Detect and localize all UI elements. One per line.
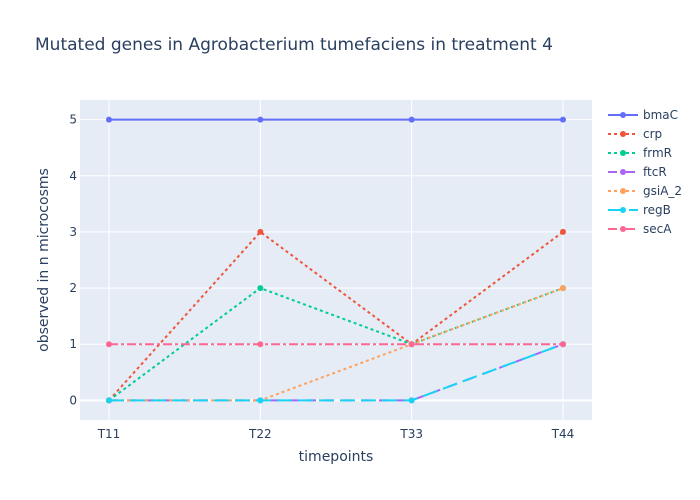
x-tick-label: T11: [97, 427, 121, 441]
y-tick-label: 2: [69, 281, 77, 295]
series-bmac: [106, 116, 566, 123]
x-axis-title: timepoints: [299, 449, 374, 465]
y-tick-label: 4: [69, 169, 77, 183]
series-lines: [106, 116, 566, 404]
y-axis-ticks: 0 1 2 3 4 5: [69, 113, 77, 408]
y-tick-label: 3: [69, 225, 77, 239]
x-tick-label: T33: [399, 427, 423, 441]
data-point-crp: [560, 228, 566, 235]
legend-item-ftcr[interactable]: ftcR: [608, 165, 667, 179]
legend-label: bmaC: [643, 108, 678, 122]
legend-marker: [620, 131, 626, 137]
data-point-bmac: [106, 116, 112, 123]
data-point-regb: [408, 397, 415, 404]
chart-title: Mutated genes in Agrobacterium tumefacie…: [35, 35, 553, 55]
series-line-crp: [108, 230, 564, 402]
legend-item-bmac[interactable]: bmaC: [608, 108, 678, 122]
legend-item-gsia-2[interactable]: gsiA_2: [608, 184, 682, 198]
legend-marker: [620, 169, 626, 175]
x-tick-label: T44: [551, 427, 575, 441]
data-point-frmr: [257, 285, 264, 292]
y-tick-label: 1: [69, 337, 77, 351]
legend-label: crp: [643, 127, 662, 141]
series-seca: [106, 341, 566, 348]
legend-label: frmR: [643, 146, 672, 160]
data-point-bmac: [408, 116, 415, 123]
data-point-seca: [408, 341, 415, 348]
x-axis-ticks: T11 T22 T33 T44: [97, 427, 575, 441]
legend-marker: [620, 188, 626, 194]
data-point-regb: [257, 397, 264, 404]
legend-label: regB: [643, 203, 671, 217]
data-point-seca: [106, 341, 112, 348]
plot-area: [80, 100, 592, 420]
legend-item-regb[interactable]: regB: [608, 203, 671, 217]
legend-marker: [620, 150, 626, 156]
data-point-seca: [560, 341, 566, 348]
data-point-seca: [257, 341, 264, 348]
legend-item-frmr[interactable]: frmR: [608, 146, 672, 160]
y-tick-label: 5: [69, 113, 77, 127]
data-point-crp: [257, 228, 264, 235]
legend-marker: [620, 207, 626, 213]
data-point-regb: [106, 397, 112, 404]
data-point-gsia-2: [560, 285, 566, 292]
y-axis-title: observed in n microcosms: [36, 168, 52, 352]
legend-label: gsiA_2: [643, 184, 682, 198]
data-point-bmac: [560, 116, 566, 123]
legend-marker: [620, 112, 626, 118]
legend-label: secA: [643, 222, 672, 236]
legend-item-crp[interactable]: crp: [608, 127, 662, 141]
y-tick-label: 0: [69, 393, 77, 407]
x-tick-label: T22: [248, 427, 272, 441]
legend-label: ftcR: [643, 165, 667, 179]
series-line-regb: [109, 343, 564, 402]
legend: bmaC crp frmR ftcR gsiA_2 regB secA: [608, 108, 682, 236]
legend-item-seca[interactable]: secA: [608, 222, 672, 236]
legend-marker: [620, 226, 626, 232]
data-point-bmac: [257, 116, 264, 123]
